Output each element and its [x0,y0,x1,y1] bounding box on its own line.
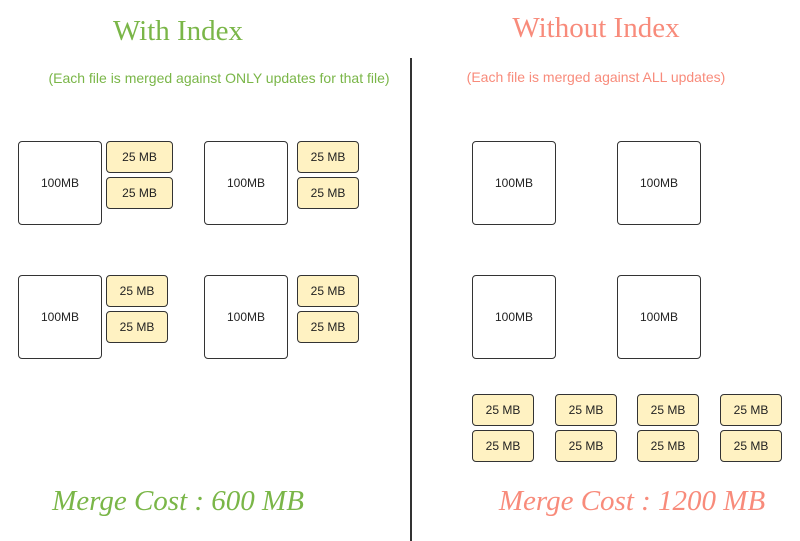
right-file-box: 100MB [617,275,701,359]
right-file-box: 100MB [617,141,701,225]
left-file-box: 100MB [204,275,288,359]
left-file-box: 100MB [18,141,102,225]
right-update-box: 25 MB [637,430,699,462]
left-update-box: 25 MB [106,275,168,307]
left-update-box: 25 MB [106,177,173,209]
left-update-box: 25 MB [297,177,359,209]
right-file-box: 100MB [472,141,556,225]
left-file-box: 100MB [18,275,102,359]
right-update-box: 25 MB [555,394,617,426]
left-update-box: 25 MB [106,311,168,343]
left-update-box: 25 MB [297,141,359,173]
right-update-box: 25 MB [555,430,617,462]
right-update-box: 25 MB [720,430,782,462]
right-update-box: 25 MB [720,394,782,426]
left-merge-cost: Merge Cost : 600 MB [52,485,304,517]
left-update-box: 25 MB [297,275,359,307]
right-title: Without Index [512,12,680,44]
divider [410,58,412,541]
left-update-box: 25 MB [106,141,173,173]
left-file-box: 100MB [204,141,288,225]
right-update-box: 25 MB [472,394,534,426]
right-file-box: 100MB [472,275,556,359]
left-update-box: 25 MB [297,311,359,343]
left-title: With Index [112,15,244,47]
right-subtitle: (Each file is merged against ALL updates… [466,69,726,85]
left-subtitle: (Each file is merged against ONLY update… [48,70,390,86]
right-update-box: 25 MB [472,430,534,462]
right-merge-cost: Merge Cost : 1200 MB [498,485,766,517]
right-update-box: 25 MB [637,394,699,426]
